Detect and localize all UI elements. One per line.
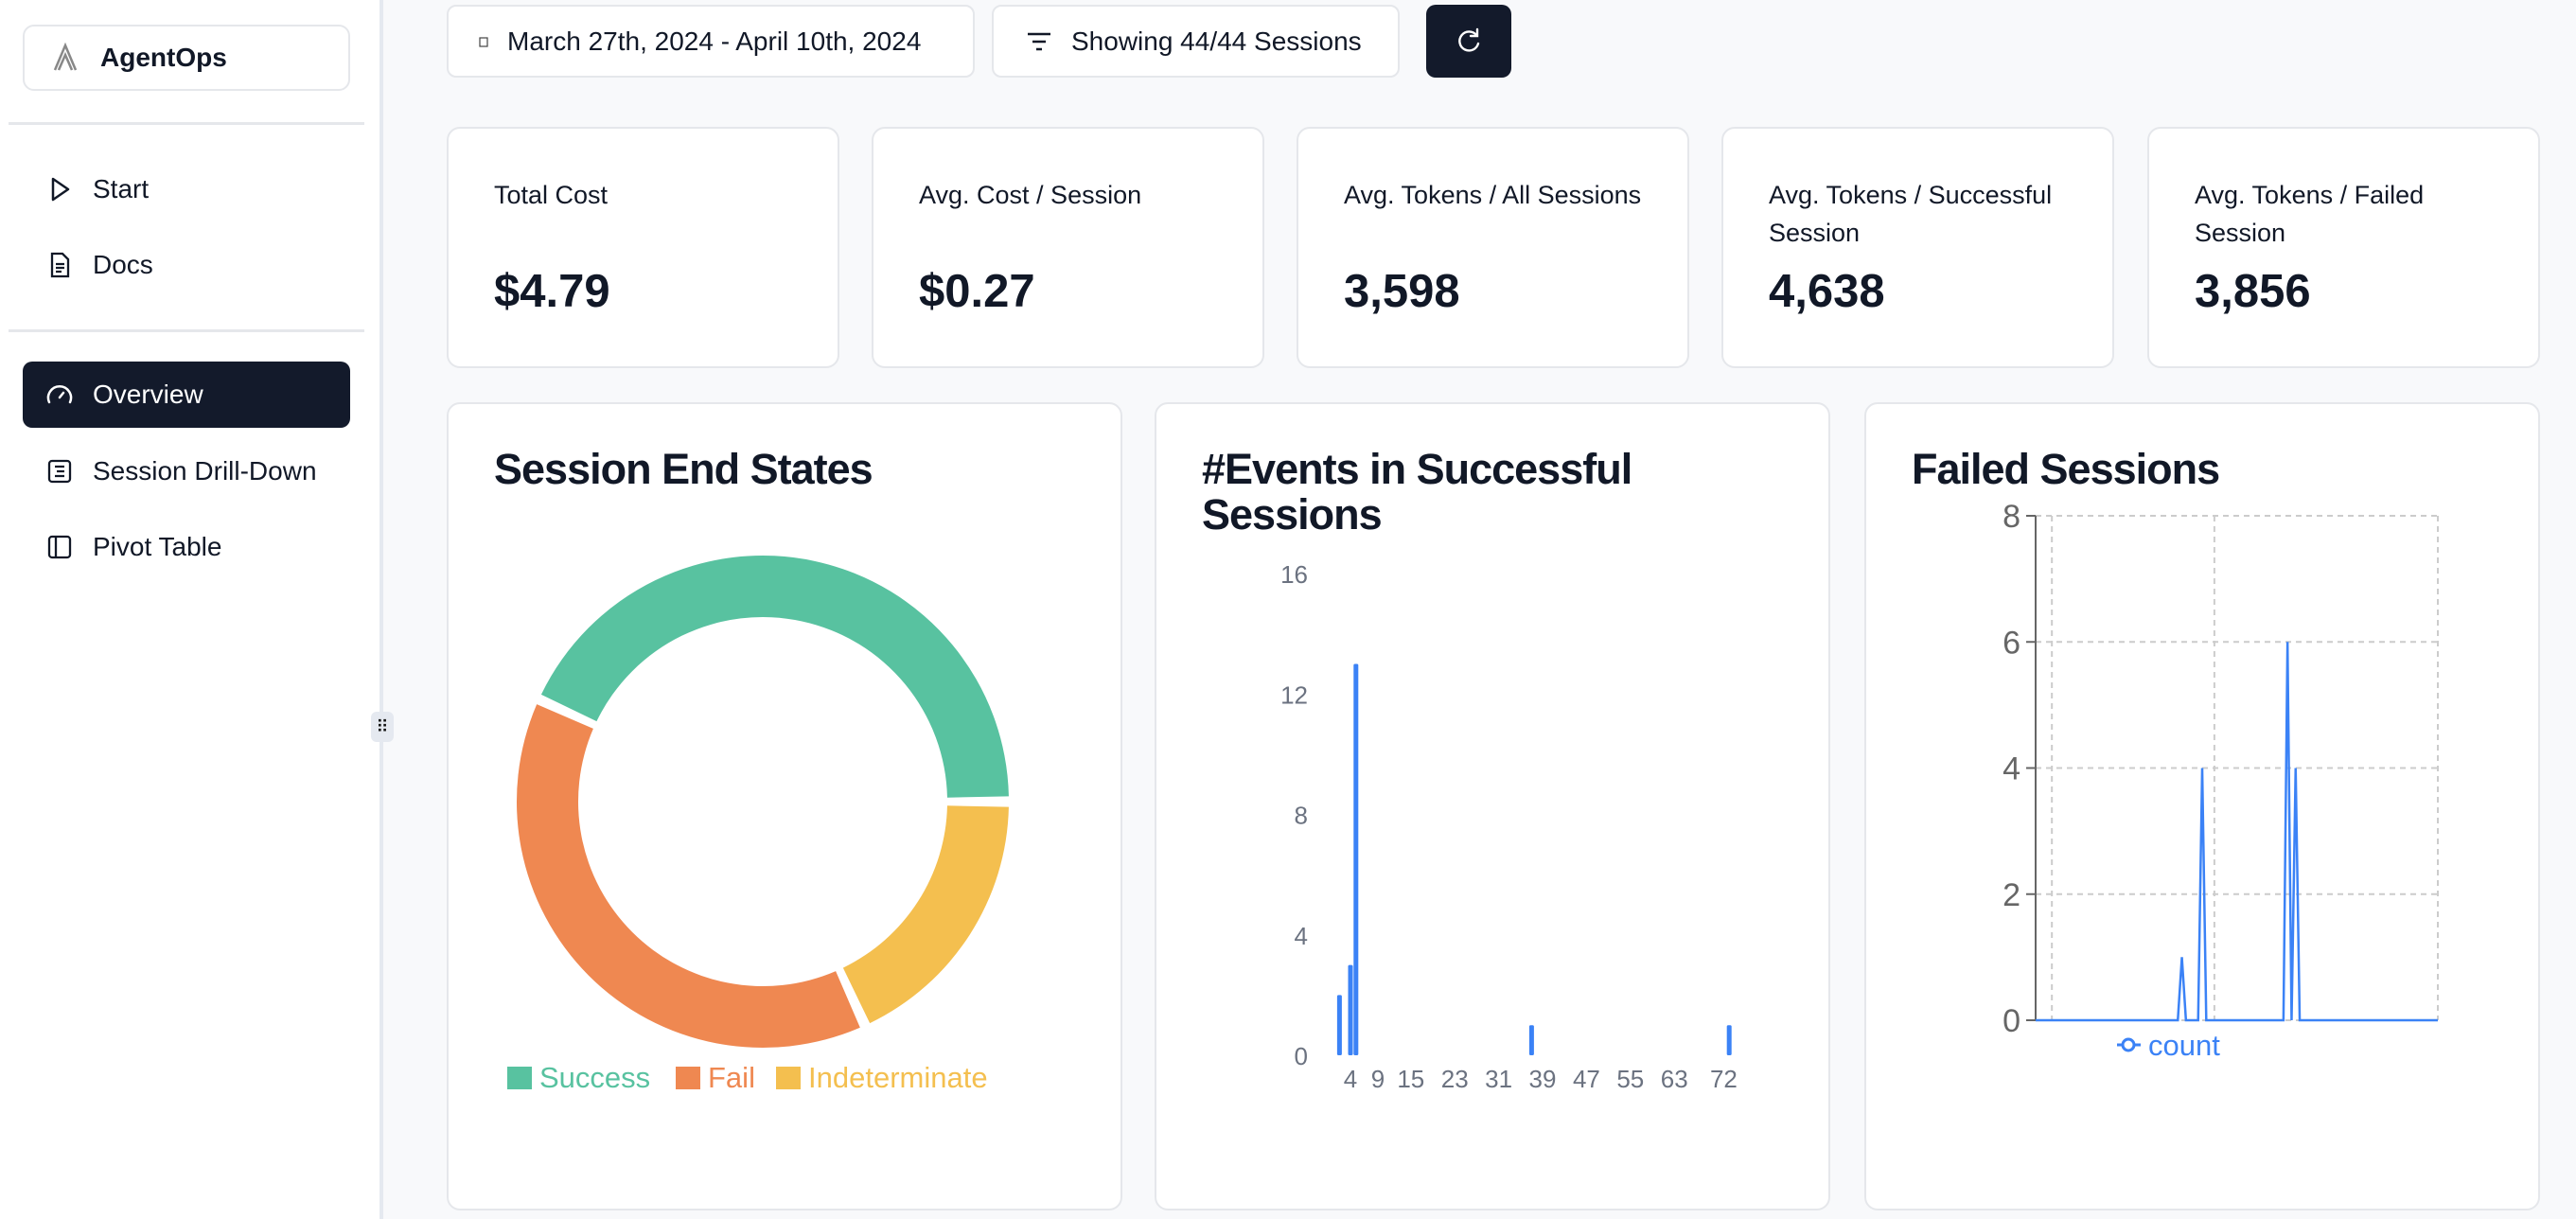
nav-label: Pivot Table [93,532,222,561]
x-tick-label: 39 [1529,1065,1557,1093]
filter-icon [1028,32,1050,50]
y-tick-label: 2 [2003,877,2020,913]
y-tick-label: 0 [1295,1042,1308,1070]
stat-value: 4,638 [1769,266,1885,317]
sidebar-panel-icon [47,535,72,559]
x-tick-label: 15 [1397,1065,1424,1093]
session-filter-button[interactable]: Showing 44/44 Sessions [992,5,1400,78]
y-tick-label: 4 [2003,751,2020,787]
x-tick-label: 4 [1344,1065,1357,1093]
stat-card-total-cost: Total Cost $4.79 [447,127,839,368]
bar [1726,1025,1732,1055]
session-end-states-card: Success Fail Indeterminate Session End Sta… [447,402,1122,1210]
refresh-button[interactable] [1426,5,1511,78]
series-line-count [2036,642,2438,1022]
failed-sessions-card: 0 2 4 6 8 count Failed Sessions [1864,402,2540,1210]
legend-swatch [507,1067,532,1089]
legend-marker-icon [2121,1037,2136,1052]
brand-button[interactable]: AgentOps [23,25,350,91]
legend-label: count [2148,1029,2220,1062]
stat-card-avg-cost: Avg. Cost / Session $0.27 [872,127,1264,368]
stat-label: Total Cost [494,181,609,209]
grip-icon: ⠿ [376,716,389,736]
nav-label: Docs [93,250,153,279]
nav-item-session-drill-down[interactable]: Session Drill-Down [23,438,350,504]
chart-title: #Events in Successful Sessions [1202,445,1632,539]
y-tick-label: 6 [2003,625,2020,661]
stat-value: $0.27 [919,266,1035,317]
refresh-icon [1458,27,1480,52]
donut-slice-fail [517,704,860,1048]
stat-card-avg-tokens-success: Avg. Tokens / Successful Session 4,638 [1721,127,2114,368]
y-tick-label: 12 [1280,680,1308,709]
nav-item-docs[interactable]: Docs [23,232,350,298]
x-tick-label: 23 [1441,1065,1469,1093]
bar [1528,1025,1534,1055]
stat-card-avg-tokens-all: Avg. Tokens / All Sessions 3,598 [1297,127,1689,368]
divider [9,122,364,125]
chart-title: Failed Sessions [1912,445,2220,493]
resize-handle[interactable]: ⠿ [371,712,394,742]
x-tick-label: 9 [1371,1065,1385,1093]
date-range-text: March 27th, 2024 - April 10th, 2024 [507,26,922,56]
events-successful-card: 0 4 8 12 16 4 9 15 23 31 39 47 55 63 72 #Events in Suc… [1155,402,1830,1210]
x-tick-label: 72 [1710,1065,1738,1093]
donut-chart: Success Fail Indeterminate [507,556,1009,1094]
stat-label: Avg. Cost / Session [919,181,1142,209]
brand-name: AgentOps [100,43,227,72]
nav-label: Start [93,174,150,203]
gauge-icon [46,385,73,404]
legend-label: Success [539,1061,650,1094]
divider [9,329,364,332]
nav-label: Overview [93,380,203,409]
y-tick-label: 4 [1295,922,1308,950]
list-icon [47,459,72,484]
nav-item-pivot-table[interactable]: Pivot Table [23,514,350,580]
x-tick-label: 47 [1573,1065,1600,1093]
legend-label: Fail [708,1061,755,1094]
play-icon [51,177,70,202]
legend-label: Indeterminate [808,1061,988,1094]
calendar-icon [479,36,488,47]
sidebar: AgentOps Start Docs Overview Session Dri… [0,0,383,1219]
nav-item-start[interactable]: Start [23,156,350,222]
y-tick-label: 8 [2003,499,2020,535]
bar [1336,995,1342,1055]
agentops-logo-icon [53,42,78,71]
legend-swatch [676,1067,700,1089]
stat-value: $4.79 [494,266,610,317]
nav-item-overview[interactable]: Overview [23,362,350,428]
x-tick-label: 63 [1661,1065,1688,1093]
chart-title: Session End States [494,445,873,493]
x-tick-label: 55 [1616,1065,1644,1093]
stat-value: 3,598 [1344,266,1460,317]
y-tick-label: 8 [1295,802,1308,830]
stat-label: Avg. Tokens / Successful Session [1769,181,2053,247]
date-range-picker[interactable]: March 27th, 2024 - April 10th, 2024 [447,5,975,78]
x-tick-label: 31 [1485,1065,1512,1093]
line-chart: 0 2 4 6 8 count [2003,499,2439,1062]
legend-swatch [776,1067,801,1089]
stat-label: Avg. Tokens / All Sessions [1344,181,1642,209]
bar [1353,663,1359,1055]
stat-label: Avg. Tokens / Failed Session [2195,181,2425,247]
y-tick-label: 0 [2003,1003,2020,1039]
stat-card-avg-tokens-failed: Avg. Tokens / Failed Session 3,856 [2147,127,2540,368]
bar [1348,964,1353,1055]
donut-slice-success [540,556,1009,798]
donut-slice-indeterminate [842,805,1009,1024]
document-icon [50,252,70,278]
filter-text: Showing 44/44 Sessions [1071,26,1362,56]
y-tick-label: 16 [1280,560,1308,589]
stat-value: 3,856 [2195,266,2311,317]
nav-label: Session Drill-Down [93,456,317,486]
